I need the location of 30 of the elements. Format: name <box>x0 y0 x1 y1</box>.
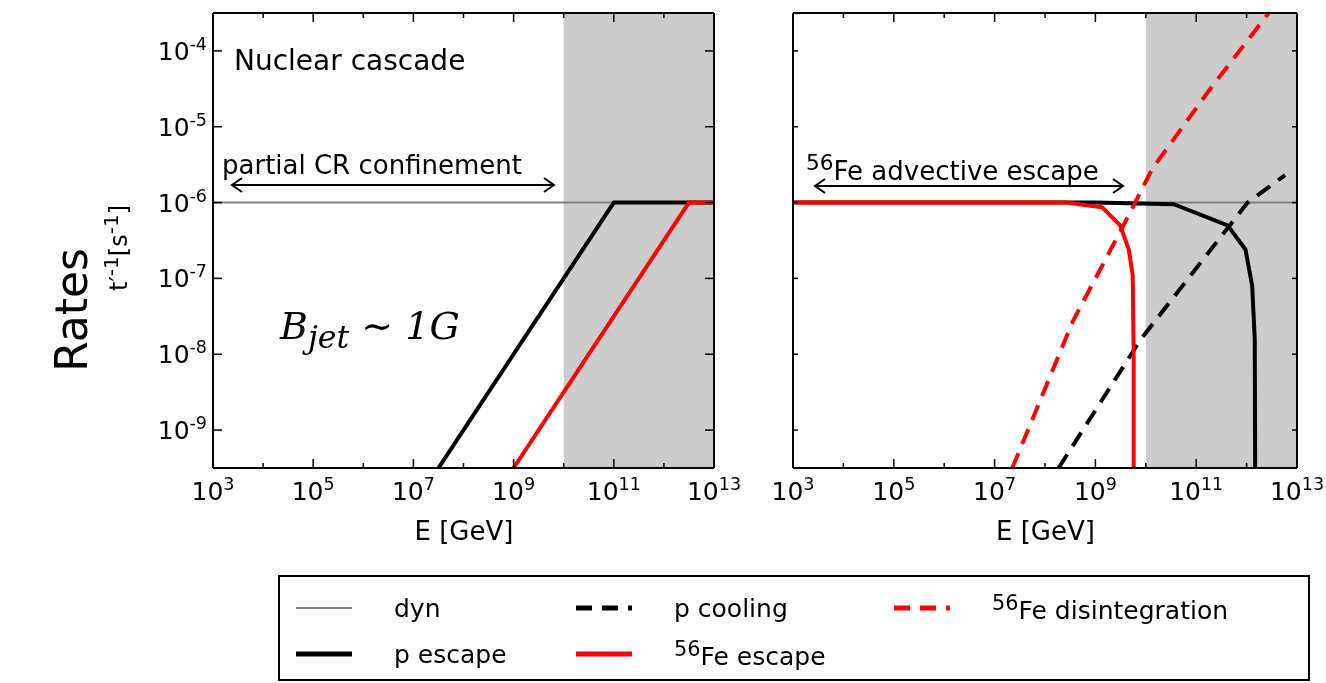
x-tick-label: 10$^{13}$ <box>1269 474 1325 506</box>
y-tick-label: 10$^{-9}$ <box>157 413 207 446</box>
x-tick-label: 10$^{9}$ <box>492 474 536 506</box>
legend-label: p cooling <box>674 593 788 623</box>
annotation: B$_{jet}$ ∼ 1G <box>280 304 460 355</box>
x-tick-label: 10$^{3}$ <box>771 474 815 506</box>
x-axis-title: E [GeV] <box>413 516 515 546</box>
y-tick-label: 10$^{-6}$ <box>157 185 207 218</box>
x-axis-title: E [GeV] <box>995 516 1096 546</box>
x-tick-label: 10$^{13}$ <box>686 474 742 506</box>
annotation: Nuclear cascade <box>234 44 466 77</box>
legend-label: dyn <box>394 593 441 623</box>
annotation: $^{56}$Fe advective escape <box>806 150 1099 186</box>
y-tick-label: 10$^{-4}$ <box>157 33 207 66</box>
x-tick-label: 10$^{5}$ <box>872 474 916 506</box>
x-tick-label: 10$^{9}$ <box>1073 474 1117 506</box>
legend-label: $^{56}$Fe escape <box>674 636 826 672</box>
x-tick-label: 10$^{3}$ <box>191 474 235 506</box>
legend-label: p escape <box>394 639 507 669</box>
annotation: partial CR confinement <box>222 150 522 180</box>
x-tick-label: 10$^{11}$ <box>586 474 641 506</box>
x-tick-label: 10$^{7}$ <box>973 474 1017 506</box>
y-tick-label: 10$^{-7}$ <box>157 261 207 294</box>
text: Rates <box>46 248 98 372</box>
x-tick-label: 10$^{11}$ <box>1169 474 1224 506</box>
legend-label: $^{56}$Fe disintegration <box>992 590 1229 626</box>
x-tick-label: 10$^{5}$ <box>291 474 335 506</box>
x-tick-label: 10$^{7}$ <box>391 474 435 506</box>
y-tick-label: 10$^{-5}$ <box>157 109 207 142</box>
y-tick-label: 10$^{-8}$ <box>157 337 207 370</box>
